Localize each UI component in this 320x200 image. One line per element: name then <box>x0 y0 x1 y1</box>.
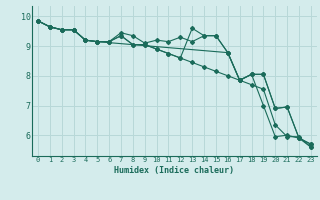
X-axis label: Humidex (Indice chaleur): Humidex (Indice chaleur) <box>115 166 234 175</box>
